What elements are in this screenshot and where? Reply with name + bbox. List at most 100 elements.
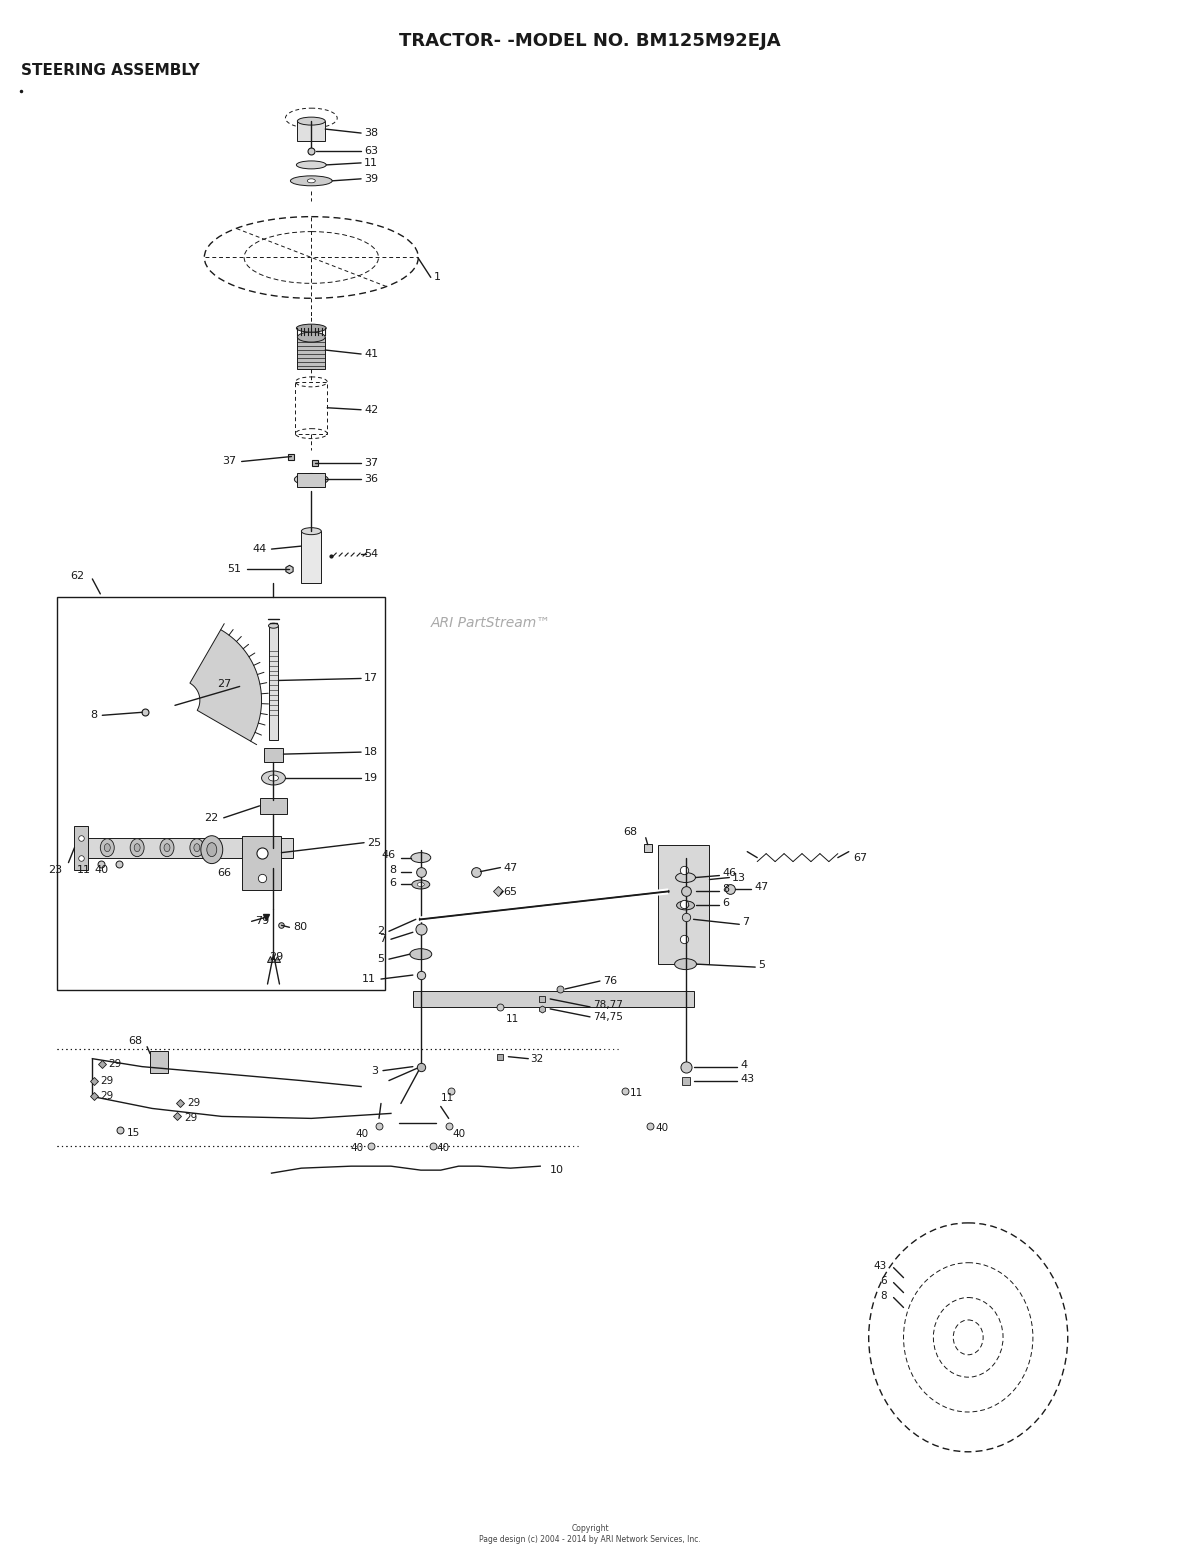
Text: 4: 4 — [740, 1060, 747, 1069]
Text: 46: 46 — [722, 868, 736, 878]
Bar — [297, 338, 326, 369]
Ellipse shape — [135, 843, 140, 851]
Text: 11: 11 — [630, 1088, 643, 1097]
Text: 11: 11 — [362, 974, 376, 983]
Text: 46: 46 — [382, 850, 396, 859]
Text: 63: 63 — [365, 146, 378, 156]
Text: 17: 17 — [365, 674, 379, 683]
Text: 80: 80 — [294, 923, 308, 932]
Text: 32: 32 — [530, 1053, 544, 1064]
Ellipse shape — [682, 904, 689, 907]
Bar — [80, 837, 294, 857]
Text: 54: 54 — [365, 549, 379, 559]
Ellipse shape — [290, 176, 333, 185]
Text: 65: 65 — [504, 887, 517, 898]
Text: 40: 40 — [453, 1130, 466, 1139]
Bar — [301, 531, 321, 584]
Bar — [260, 798, 288, 814]
Text: 8: 8 — [388, 865, 396, 874]
Bar — [297, 473, 326, 487]
Text: 47: 47 — [504, 862, 518, 873]
Text: 68: 68 — [624, 826, 637, 837]
Text: 3: 3 — [371, 1066, 378, 1075]
Text: ARI PartStream™: ARI PartStream™ — [431, 616, 551, 630]
Text: 68: 68 — [127, 1036, 142, 1046]
Ellipse shape — [201, 836, 223, 864]
Ellipse shape — [307, 179, 315, 182]
Ellipse shape — [262, 772, 286, 784]
Text: 37: 37 — [223, 456, 237, 467]
Text: 36: 36 — [365, 475, 378, 484]
Bar — [74, 826, 88, 870]
Text: 25: 25 — [367, 837, 381, 848]
Text: 29: 29 — [100, 1091, 113, 1102]
Ellipse shape — [194, 843, 199, 851]
Text: 11: 11 — [77, 865, 91, 874]
Text: 76: 76 — [603, 976, 617, 987]
Text: 47: 47 — [754, 882, 768, 893]
Polygon shape — [190, 630, 262, 741]
Text: 62: 62 — [71, 571, 85, 580]
Text: 11: 11 — [365, 157, 378, 168]
Ellipse shape — [296, 324, 326, 331]
Text: 15: 15 — [127, 1128, 140, 1139]
Bar — [657, 845, 709, 965]
Bar — [263, 748, 283, 762]
Ellipse shape — [409, 949, 432, 960]
Text: 38: 38 — [365, 128, 379, 138]
Bar — [150, 1050, 168, 1072]
Bar — [295, 381, 327, 434]
Text: 6: 6 — [722, 898, 729, 909]
Text: 18: 18 — [365, 747, 379, 758]
Text: 78,77: 78,77 — [594, 1001, 623, 1010]
Text: 5: 5 — [759, 960, 765, 969]
Text: 66: 66 — [217, 868, 231, 878]
Text: 10: 10 — [550, 1165, 564, 1175]
Ellipse shape — [130, 839, 144, 857]
Ellipse shape — [411, 853, 431, 862]
Ellipse shape — [412, 881, 430, 888]
Ellipse shape — [104, 843, 110, 851]
Ellipse shape — [206, 843, 217, 857]
Text: 40: 40 — [656, 1123, 669, 1133]
Ellipse shape — [294, 473, 328, 485]
Text: 42: 42 — [365, 405, 379, 415]
Ellipse shape — [269, 775, 278, 781]
Text: 40: 40 — [94, 865, 109, 874]
Text: 43: 43 — [740, 1074, 754, 1083]
Bar — [57, 598, 385, 990]
Ellipse shape — [675, 958, 696, 969]
Ellipse shape — [676, 901, 695, 910]
Text: 67: 67 — [853, 853, 867, 862]
Text: 8: 8 — [90, 710, 97, 720]
Text: 40: 40 — [356, 1130, 369, 1139]
Ellipse shape — [297, 331, 326, 342]
Text: TRACTOR- -MODEL NO. BM125M92EJA: TRACTOR- -MODEL NO. BM125M92EJA — [399, 31, 781, 50]
Text: 79: 79 — [256, 916, 270, 926]
Text: STEERING ASSEMBLY: STEERING ASSEMBLY — [21, 64, 199, 78]
Ellipse shape — [160, 839, 173, 857]
Text: 13: 13 — [733, 873, 746, 882]
Text: 23: 23 — [48, 865, 63, 874]
Text: 29: 29 — [186, 1099, 201, 1108]
Text: Copyright
Page design (c) 2004 - 2014 by ARI Network Services, Inc.: Copyright Page design (c) 2004 - 2014 by… — [479, 1525, 701, 1544]
Text: 2: 2 — [376, 926, 384, 937]
Text: 6: 6 — [389, 878, 396, 887]
Ellipse shape — [297, 117, 326, 124]
Text: 22: 22 — [204, 812, 218, 823]
Text: 40: 40 — [437, 1144, 450, 1153]
Text: 41: 41 — [365, 349, 379, 359]
Text: 51: 51 — [228, 563, 242, 574]
Text: 29: 29 — [109, 1058, 122, 1069]
Bar — [269, 626, 278, 741]
Bar — [297, 121, 326, 142]
Ellipse shape — [676, 873, 695, 882]
Text: 8: 8 — [722, 884, 729, 895]
Ellipse shape — [418, 882, 425, 887]
Text: 29: 29 — [184, 1114, 197, 1123]
Text: 74,75: 74,75 — [594, 1011, 623, 1022]
Text: 40: 40 — [350, 1144, 363, 1153]
Ellipse shape — [164, 843, 170, 851]
Text: 39: 39 — [365, 174, 379, 184]
Ellipse shape — [269, 624, 278, 629]
